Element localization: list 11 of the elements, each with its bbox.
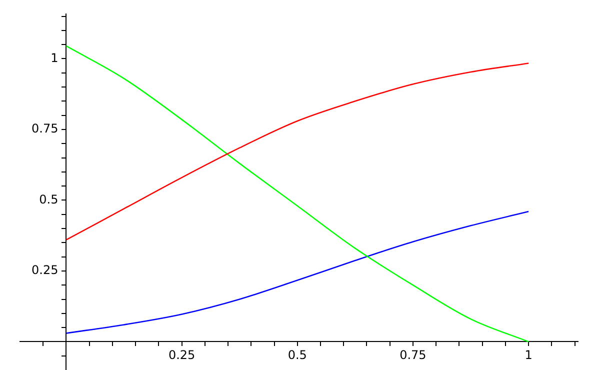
y-tick-label: 0.75 — [32, 122, 58, 136]
x-tick-label: 0.75 — [400, 348, 426, 362]
line-series — [66, 62, 530, 240]
line-series — [66, 45, 530, 342]
y-tick-label: 0.5 — [39, 192, 58, 206]
y-tick-label: 0.25 — [32, 263, 58, 278]
x-tick-label: 1 — [524, 348, 532, 362]
x-tick-label: 0.25 — [168, 348, 196, 362]
y-tick-label: 1 — [50, 50, 58, 65]
x-tick-label: 0.5 — [288, 348, 307, 362]
line-series — [66, 210, 530, 334]
